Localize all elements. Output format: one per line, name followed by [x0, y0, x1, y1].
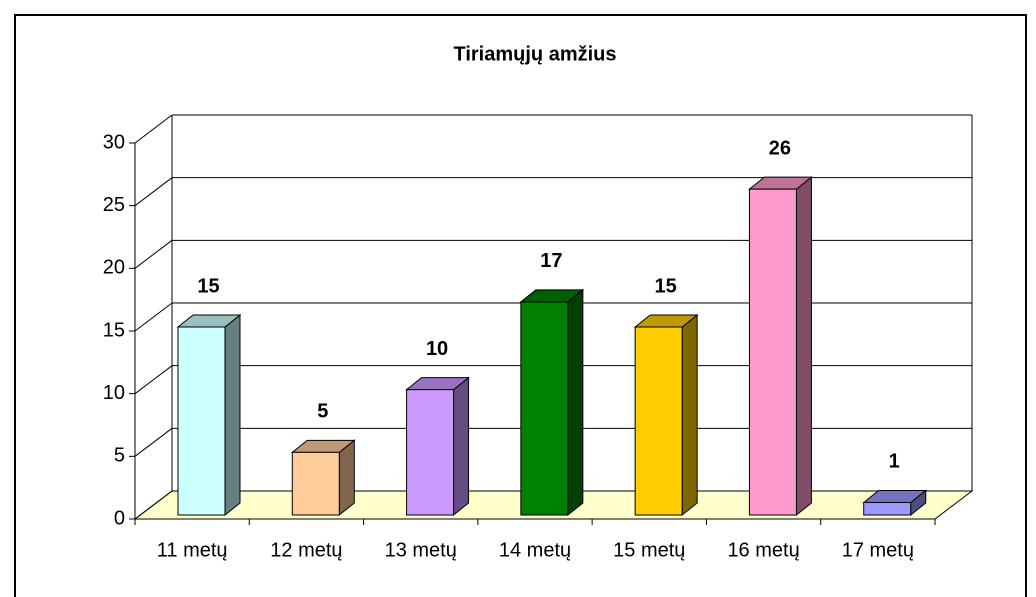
x-tick-label: 15 metų: [613, 539, 685, 561]
y-tick-label: 20: [103, 257, 125, 279]
y-tick-label: 15: [103, 319, 125, 341]
bar: [520, 301, 569, 516]
chart-title: Tiriamųjų amžius: [453, 43, 616, 65]
x-tick-label: 11 metų: [157, 539, 228, 561]
value-label: 15: [655, 275, 677, 297]
x-tick-label: 17 metų: [842, 539, 914, 561]
y-tick-label: 30: [103, 131, 125, 153]
bar: [863, 501, 912, 516]
y-tick-label: 5: [114, 445, 125, 467]
bar: [634, 326, 683, 516]
value-label: 5: [317, 401, 328, 423]
value-label: 17: [540, 250, 562, 272]
grid-line: [134, 302, 173, 332]
grid-line: [134, 177, 173, 207]
bar-side: [567, 288, 584, 517]
value-label: 26: [769, 137, 791, 159]
bar-side: [453, 376, 470, 517]
value-label: 1: [889, 451, 900, 473]
grid-line: [134, 365, 173, 395]
bar: [177, 326, 226, 516]
bar-side: [681, 313, 698, 517]
grid-line: [134, 427, 173, 457]
grid-line: [134, 490, 173, 520]
value-label: 10: [426, 338, 448, 360]
bar: [406, 389, 455, 516]
bar-side: [795, 176, 812, 517]
y-tick-label: 25: [103, 194, 125, 216]
value-label: 15: [197, 275, 219, 297]
x-tick-label: 16 metų: [727, 539, 799, 561]
x-tick-label: 12 metų: [270, 539, 342, 561]
y-tick-label: 10: [103, 382, 125, 404]
x-tick-label: 13 metų: [385, 539, 457, 561]
bar: [291, 451, 340, 516]
grid-line: [134, 114, 173, 144]
y-tick-label: 0: [114, 507, 125, 529]
bar-side: [224, 313, 241, 517]
bar: [748, 188, 797, 516]
x-tick-label: 14 metų: [499, 539, 571, 561]
bar-side: [338, 439, 355, 517]
grid-line: [134, 239, 173, 269]
